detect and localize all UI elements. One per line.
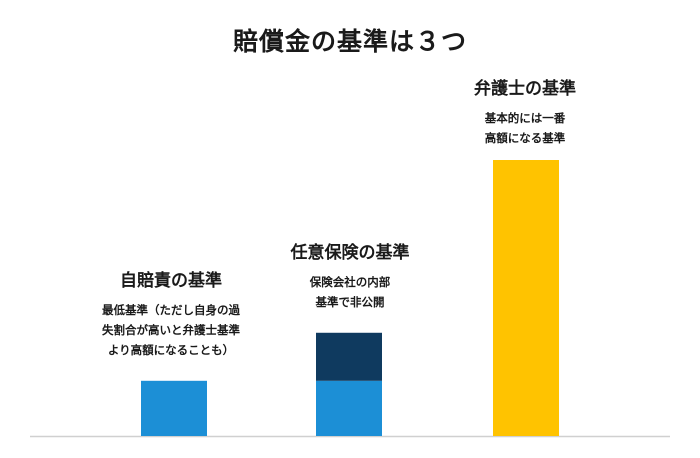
label-jibaiseki-heading: 自賠責の基準: [120, 271, 222, 291]
label-bengoshi-heading: 弁護士の基準: [474, 79, 576, 99]
bar-1-segment-1: [316, 332, 382, 381]
label-nini: 任意保険の基準 保険会社の内部 基準で非公開: [255, 242, 445, 312]
desc-line: より高額になることも）: [107, 343, 235, 357]
label-nini-description: 保険会社の内部 基準で非公開: [255, 272, 445, 312]
bar-0-segment-0: [141, 380, 207, 436]
label-bengoshi-description: 基本的には一番 高額になる基準: [430, 108, 620, 148]
label-jibaiseki-description: 最低基準（ただし自身の過 失割合が高いと弁護士基準 より高額になることも）: [66, 300, 276, 360]
label-nini-heading: 任意保険の基準: [290, 243, 410, 263]
label-jibaiseki: 自賠責の基準 最低基準（ただし自身の過 失割合が高いと弁護士基準 より高額になる…: [66, 270, 276, 360]
desc-line: 保険会社の内部: [309, 275, 391, 289]
label-bengoshi: 弁護士の基準 基本的には一番 高額になる基準: [430, 78, 620, 148]
desc-line: 失割合が高いと弁護士基準: [102, 323, 240, 337]
desc-line: 基本的には一番: [484, 111, 566, 125]
bar-2-segment-0: [493, 160, 559, 436]
desc-line: 最低基準（ただし自身の過: [102, 303, 240, 317]
desc-line: 基準で非公開: [315, 295, 385, 309]
bar-1-segment-0: [316, 380, 382, 436]
chart-title: 賠償金の基準は３つ: [232, 27, 467, 56]
desc-line: 高額になる基準: [484, 131, 566, 145]
